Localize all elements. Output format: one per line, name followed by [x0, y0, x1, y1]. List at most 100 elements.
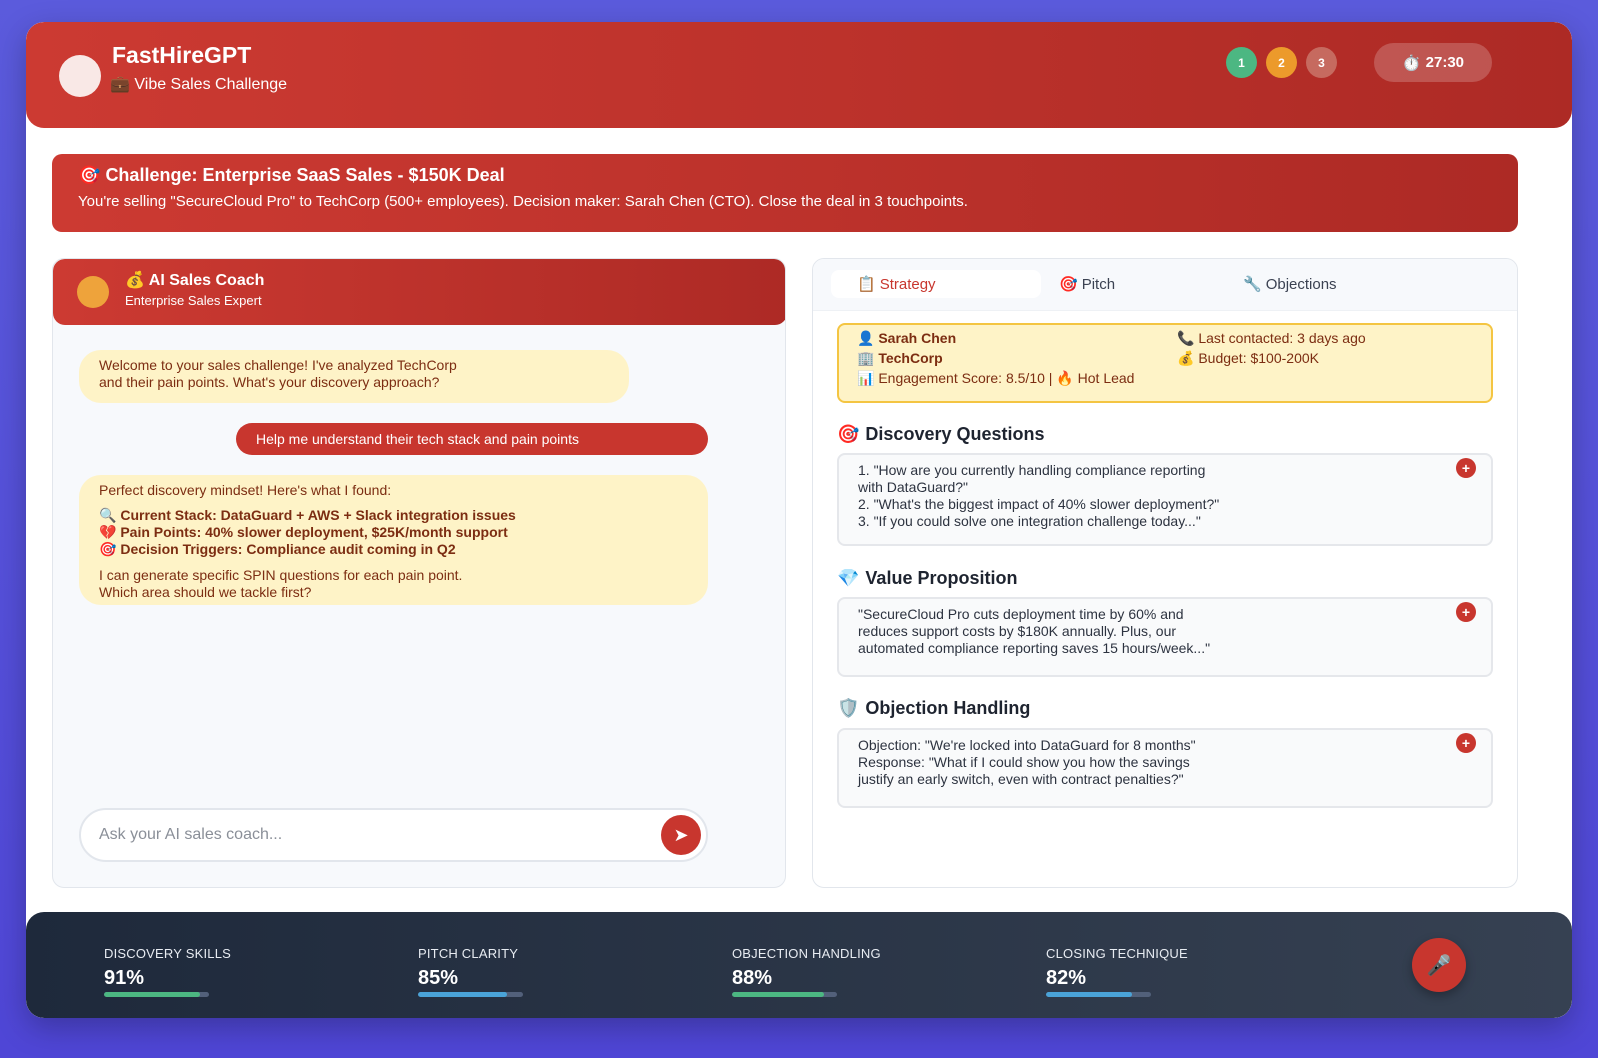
stat-progress — [104, 992, 209, 997]
building-icon: 🏢 — [857, 350, 875, 366]
step-indicators: 1 2 3 — [1226, 47, 1337, 78]
challenge-description: You're selling "SecureCloud Pro" to Tech… — [78, 193, 968, 210]
objection-box: Objection: "We're locked into DataGuard … — [837, 728, 1493, 808]
challenge-title: 🎯 Challenge: Enterprise SaaS Sales - $15… — [78, 165, 505, 186]
last-contacted: 📞 Last contacted: 3 days ago — [1177, 330, 1366, 347]
prospect-card: 👤 Sarah Chen 🏢 TechCorp 📊 Engagement Sco… — [837, 323, 1493, 403]
money-bag-icon: 💰 — [125, 272, 145, 289]
stat-value: 91% — [104, 967, 145, 989]
app-header: FastHireGPT 💼 Vibe Sales Challenge 1 2 3… — [26, 22, 1572, 128]
prospect-name-text: Sarah Chen — [878, 330, 957, 346]
objection-title: 🛡️ Objection Handling — [837, 698, 1030, 719]
stat-label: PITCH CLARITY — [418, 946, 519, 961]
person-icon: 👤 — [857, 330, 875, 346]
add-discovery-button[interactable]: + — [1456, 458, 1476, 478]
finding-text: Decision Triggers: Compliance audit comi… — [120, 541, 456, 557]
target-icon: 🎯 — [99, 541, 117, 557]
box-line: 1. "How are you currently handling compl… — [858, 462, 1206, 478]
tab-label: Objections — [1265, 275, 1337, 293]
microphone-button[interactable]: 🎤 — [1412, 938, 1466, 992]
message-line: Welcome to your sales challenge! I've an… — [99, 357, 457, 373]
stat-label: CLOSING TECHNIQUE — [1046, 946, 1188, 961]
message-line: Perfect discovery mindset! Here's what I… — [99, 482, 392, 498]
discovery-box: 1. "How are you currently handling compl… — [837, 453, 1493, 546]
app-subtitle: 💼 Vibe Sales Challenge — [110, 74, 287, 94]
send-icon: ➤ — [673, 824, 689, 845]
stat-progress — [1046, 992, 1151, 997]
chat-input[interactable] — [79, 808, 708, 862]
section-title-text: Value Proposition — [865, 568, 1018, 588]
fire-icon: 🔥 — [1056, 370, 1074, 386]
step-2[interactable]: 2 — [1266, 47, 1297, 78]
discovery-title: 🎯 Discovery Questions — [837, 424, 1045, 445]
finding-text: Pain Points: 40% slower deployment, $25K… — [120, 524, 508, 540]
chat-panel: 💰 AI Sales Coach Enterprise Sales Expert… — [52, 258, 786, 888]
stat-progress-fill — [104, 992, 200, 997]
target-icon: 🎯 — [837, 424, 860, 444]
box-line: "SecureCloud Pro cuts deployment time by… — [858, 606, 1184, 622]
microphone-icon: 🎤 — [1426, 954, 1452, 977]
add-objection-button[interactable]: + — [1456, 733, 1476, 753]
section-title-text: Objection Handling — [865, 698, 1031, 718]
shield-icon: 🛡️ — [837, 698, 860, 718]
strategy-panel: 📋 Strategy 🎯 Pitch 🔧 Objections 👤 Sarah … — [812, 258, 1518, 888]
stat-progress-fill — [732, 992, 825, 997]
stat-label: OBJECTION HANDLING — [732, 946, 881, 961]
challenge-title-text: Challenge: Enterprise SaaS Sales - $150K… — [105, 165, 505, 185]
company-text: TechCorp — [878, 350, 943, 366]
timer: ⏱️ 27:30 — [1374, 43, 1492, 82]
money-bag-icon: 💰 — [1177, 350, 1195, 366]
clipboard-icon: 📋 — [857, 276, 876, 293]
finding-item: 💔 Pain Points: 40% slower deployment, $2… — [99, 524, 688, 541]
stat-discovery: DISCOVERY SKILLS 91% — [104, 946, 231, 997]
broken-heart-icon: 💔 — [99, 524, 117, 540]
stat-progress-fill — [1046, 992, 1133, 997]
engagement-score: 📊 Engagement Score: 8.5/10 | 🔥 Hot Lead — [857, 370, 1134, 387]
subtitle-text: Vibe Sales Challenge — [134, 76, 288, 93]
briefcase-icon: 💼 — [110, 76, 130, 93]
ai-message: Welcome to your sales challenge! I've an… — [79, 350, 629, 403]
stat-progress-fill — [418, 992, 508, 997]
stat-value: 82% — [1046, 967, 1087, 989]
message-closing: I can generate specific SPIN questions f… — [99, 567, 688, 601]
message-line: and their pain points. What's your disco… — [99, 374, 440, 390]
coach-name: 💰 AI Sales Coach — [125, 270, 264, 290]
budget: 💰 Budget: $100-200K — [1177, 350, 1319, 367]
value-box: "SecureCloud Pro cuts deployment time by… — [837, 597, 1493, 677]
tab-strategy[interactable]: 📋 Strategy — [831, 270, 1041, 298]
tab-label: Pitch — [1081, 275, 1116, 293]
box-line: justify an early switch, even with contr… — [858, 771, 1184, 787]
send-button[interactable]: ➤ — [661, 815, 701, 855]
step-3[interactable]: 3 — [1306, 47, 1337, 78]
section-title-text: Discovery Questions — [865, 424, 1045, 444]
logo-icon — [59, 55, 101, 97]
value-title: 💎 Value Proposition — [837, 568, 1017, 589]
finding-item: 🎯 Decision Triggers: Compliance audit co… — [99, 541, 688, 558]
target-icon: 🎯 — [78, 165, 101, 185]
challenge-banner: 🎯 Challenge: Enterprise SaaS Sales - $15… — [52, 154, 1518, 232]
tab-bar: 📋 Strategy 🎯 Pitch 🔧 Objections — [813, 259, 1517, 311]
prospect-company: 🏢 TechCorp — [857, 350, 943, 367]
box-line: reduces support costs by $180K annually.… — [858, 623, 1177, 639]
target-icon: 🎯 — [1059, 276, 1078, 293]
tab-objections[interactable]: 🔧 Objections — [1243, 270, 1337, 298]
chart-icon: 📊 — [857, 370, 875, 386]
gem-icon: 💎 — [837, 568, 860, 588]
magnifier-icon: 🔍 — [99, 507, 117, 523]
coach-role: Enterprise Sales Expert — [125, 293, 262, 308]
tab-pitch[interactable]: 🎯 Pitch — [1059, 270, 1115, 298]
box-line: Objection: "We're locked into DataGuard … — [858, 737, 1196, 753]
message-line: I can generate specific SPIN questions f… — [99, 567, 463, 583]
box-line: with DataGuard?" — [858, 479, 969, 495]
step-1[interactable]: 1 — [1226, 47, 1257, 78]
stat-label: DISCOVERY SKILLS — [104, 946, 231, 961]
stopwatch-icon: ⏱️ — [1401, 54, 1421, 72]
stat-closing: CLOSING TECHNIQUE 82% — [1046, 946, 1188, 997]
add-value-button[interactable]: + — [1456, 602, 1476, 622]
timer-value: 27:30 — [1425, 54, 1465, 71]
stat-value: 85% — [418, 967, 459, 989]
user-message: Help me understand their tech stack and … — [236, 423, 708, 455]
box-line: 2. "What's the biggest impact of 40% slo… — [858, 496, 1220, 512]
ai-message: Perfect discovery mindset! Here's what I… — [79, 475, 708, 605]
coach-avatar — [77, 276, 109, 308]
